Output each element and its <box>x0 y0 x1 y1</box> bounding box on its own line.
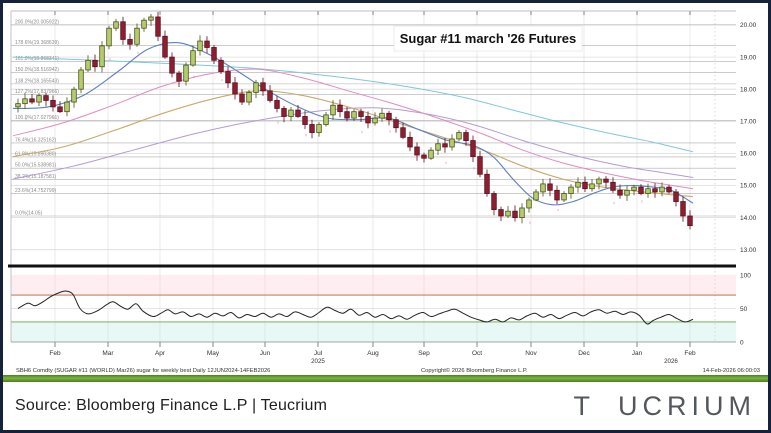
source-caption: Source: Bloomberg Finance L.P | Teucrium <box>15 397 328 414</box>
svg-text:Aug: Aug <box>367 350 379 357</box>
svg-text:76.4%(16.325162): 76.4%(16.325162) <box>15 137 56 143</box>
futures-chart: Feb Mar Apr May Jun Jul Aug Sep Oct Nov Dec Jan Feb 2… <box>3 3 768 382</box>
svg-text:Jun: Jun <box>260 350 271 357</box>
svg-text:150.0%(18.516942): 150.0%(18.516942) <box>15 67 59 73</box>
svg-text:23.6%(14.752799): 23.6%(14.752799) <box>15 188 56 194</box>
svg-text:Feb: Feb <box>49 350 61 357</box>
svg-text:Sep: Sep <box>418 350 430 357</box>
svg-text:0.0%(14.05): 0.0%(14.05) <box>15 210 43 216</box>
svg-text:Jan: Jan <box>632 350 643 357</box>
svg-text:2025: 2025 <box>311 358 325 365</box>
svg-text:178.6%(19.368639): 178.6%(19.368639) <box>15 40 59 46</box>
svg-text:13.00: 13.00 <box>740 247 757 254</box>
svg-text:50.0%(15.538981): 50.0%(15.538981) <box>15 163 56 169</box>
svg-text:Nov: Nov <box>525 350 537 357</box>
svg-text:0: 0 <box>740 340 744 347</box>
caption-bar: Source: Bloomberg Finance L.P | Teucrium… <box>3 382 768 430</box>
svg-text:16.00: 16.00 <box>740 151 757 158</box>
svg-text:Oct: Oct <box>472 350 482 357</box>
long-cyan-ma <box>12 56 694 153</box>
svg-text:14.00: 14.00 <box>740 215 757 222</box>
blue-50d-ma <box>12 41 694 206</box>
magenta-ma <box>12 68 694 190</box>
svg-text:100.0%(17.027961): 100.0%(17.027961) <box>15 115 59 121</box>
green-divider-band <box>3 375 768 382</box>
lavender-200d-ma <box>12 107 694 180</box>
svg-text:161.8%(18.868341): 161.8%(18.868341) <box>15 56 59 62</box>
svg-text:May: May <box>207 350 220 357</box>
footer-left: SBH6 Comdty (SUGAR #11 (WORLD) Mar26) su… <box>16 368 270 374</box>
svg-text:19.00: 19.00 <box>740 54 757 61</box>
svg-text:50: 50 <box>740 306 748 313</box>
svg-text:127.2%(17.837966): 127.2%(17.837966) <box>15 89 59 95</box>
svg-text:17.00: 17.00 <box>740 119 757 126</box>
logo-letters: UCRIUM <box>618 390 756 421</box>
svg-text:20.00: 20.00 <box>740 22 757 29</box>
rsi-line <box>17 290 694 325</box>
svg-text:Feb: Feb <box>684 350 696 357</box>
svg-text:Apr: Apr <box>155 350 166 357</box>
svg-text:Mar: Mar <box>102 350 114 357</box>
svg-text:Jul: Jul <box>314 350 323 357</box>
footer-timestamp: 14-Feb-2026 06:00:03 <box>703 368 760 374</box>
chart-card: Feb Mar Apr May Jun Jul Aug Sep Oct Nov Dec Jan Feb 2… <box>3 3 768 430</box>
svg-text:38.2%(15.187581): 38.2%(15.187581) <box>15 174 56 180</box>
svg-text:2026: 2026 <box>664 358 678 365</box>
teucrium-logo: T UCRIUM <box>573 390 757 421</box>
footer-copyright: Copyright© 2026 Bloomberg Finance L.P. <box>421 367 528 374</box>
svg-text:Dec: Dec <box>578 350 590 357</box>
svg-text:61.8%(15.890380): 61.8%(15.890380) <box>15 151 56 157</box>
svg-text:138.2%(18.165543): 138.2%(18.165543) <box>15 78 59 84</box>
svg-text:100: 100 <box>740 273 751 280</box>
logo-letter-t: T <box>573 390 595 421</box>
svg-text:200.0%(20.005922): 200.0%(20.005922) <box>15 19 59 25</box>
svg-text:15.00: 15.00 <box>740 183 757 190</box>
svg-text:18.00: 18.00 <box>740 86 757 93</box>
chart-title: Sugar #11 march '26 Futures <box>400 31 577 46</box>
